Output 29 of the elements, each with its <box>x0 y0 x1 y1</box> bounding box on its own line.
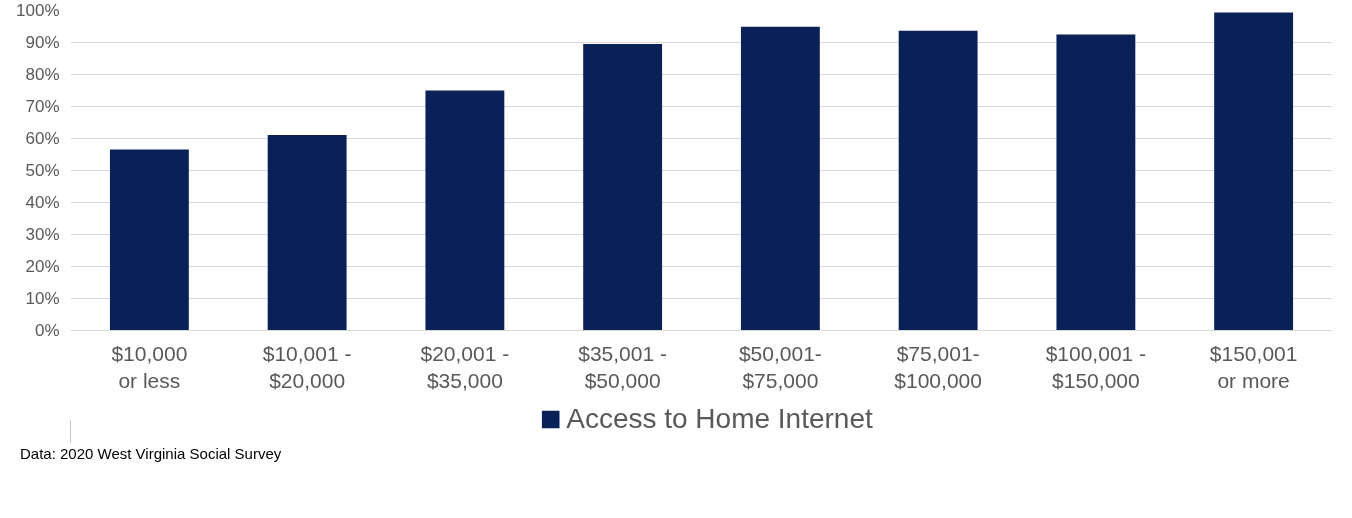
x-tick-label: $150,001 or more <box>1209 341 1298 393</box>
y-tick-label: 100% <box>16 1 60 20</box>
bar <box>740 26 820 331</box>
x-tick-label: $10,000 or less <box>111 341 188 393</box>
bar <box>267 134 347 331</box>
text: Data: 2020 West Virginia Social Survey <box>20 444 282 464</box>
x-tick-label: $75,001-$100,000 <box>894 341 982 393</box>
bar <box>109 149 189 331</box>
bar <box>425 90 505 331</box>
y-tick-label: 70% <box>25 97 60 116</box>
y-tick-label: 10% <box>25 289 60 308</box>
y-tick-label: 80% <box>25 65 60 84</box>
bar <box>898 30 978 331</box>
bar <box>583 44 663 331</box>
y-tick-label: 50% <box>25 161 60 180</box>
x-tick-label: $10,001 - $20,000 <box>262 341 352 393</box>
x-tick-label: $100,001 - $150,000 <box>1045 341 1147 393</box>
x-tick-label: $35,001 - $50,000 <box>578 341 668 393</box>
x-tick-label: $50,001-$75,000 <box>738 341 822 393</box>
y-tick-label: 60% <box>25 129 60 148</box>
y-tick-label: 40% <box>25 193 60 212</box>
bar <box>1056 34 1136 331</box>
legend-label: Access to Home Internet <box>566 403 873 435</box>
y-tick-label: 30% <box>25 225 60 244</box>
bar <box>1214 12 1294 331</box>
y-tick-label: 0% <box>34 321 60 340</box>
x-tick-label: $20,001 - $35,000 <box>420 341 510 393</box>
y-tick-label: 90% <box>25 33 60 52</box>
y-tick-label: 20% <box>25 257 60 276</box>
